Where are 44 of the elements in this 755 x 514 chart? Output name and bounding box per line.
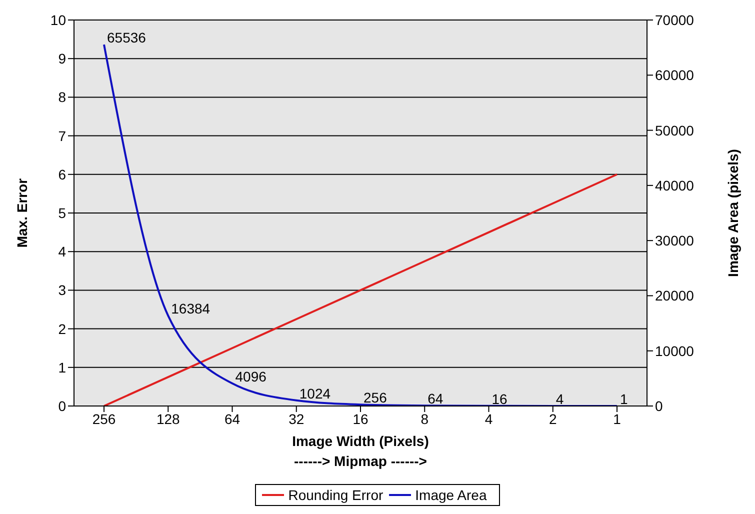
y-tick-label: 5 [58, 204, 66, 221]
y2-tick-label: 10000 [655, 342, 694, 359]
y-tick-label: 3 [58, 282, 66, 298]
y2-tick-label: 50000 [655, 122, 694, 138]
x-tick-label: 128 [156, 410, 180, 427]
legend-label: Image Area [414, 487, 487, 503]
y2-tick-label: 30000 [655, 232, 694, 249]
y2-tick-label: 70000 [655, 12, 694, 28]
line-series [103, 173, 618, 406]
x-axis-title: Image Width (Pixels) ------> Mipmap ------> [292, 433, 429, 469]
data-label: 65536 [107, 30, 146, 46]
y-tick-label: 0 [58, 398, 66, 414]
legend-label: Rounding Error [287, 487, 384, 503]
x-tick-label: 4 [484, 410, 493, 427]
data-label: 256 [364, 390, 388, 406]
y2-tick-label: 60000 [655, 67, 694, 84]
y2-tick-label: 20000 [655, 288, 694, 304]
y-tick-label: 8 [58, 89, 66, 106]
y-tick-label: 10 [50, 12, 66, 28]
x-tick-label: 32 [288, 410, 304, 427]
y2-axis-title: Image Area (pixels) [724, 149, 741, 277]
data-label: 4096 [235, 368, 267, 384]
data-label: 64 [428, 390, 444, 407]
y2-tick-label: 0 [655, 398, 663, 414]
y-axis-title: Max. Error [14, 178, 30, 248]
x-tick-label: 256 [92, 410, 116, 427]
y-tick-label: 7 [58, 128, 66, 144]
data-label: 16384 [171, 300, 210, 317]
x-tick-label: 64 [224, 410, 240, 427]
data-label: 1 [620, 390, 628, 407]
y2-tick-label: 40000 [655, 177, 694, 194]
y-tick-label: 1 [58, 359, 66, 376]
x-tick-label: 2 [548, 410, 557, 427]
y-tick-label: 9 [58, 50, 66, 67]
data-label: 4 [556, 390, 564, 407]
x-tick-label: 16 [352, 410, 368, 427]
y-tick-label: 2 [58, 320, 66, 337]
x-tick-label: 8 [420, 410, 429, 427]
y-tick-label: 6 [58, 166, 66, 182]
data-label: 16 [492, 390, 508, 407]
y-tick-label: 4 [58, 244, 66, 260]
data-label: 1024 [299, 385, 331, 402]
x-tick-label: 1 [613, 410, 622, 427]
line-series [103, 44, 618, 406]
